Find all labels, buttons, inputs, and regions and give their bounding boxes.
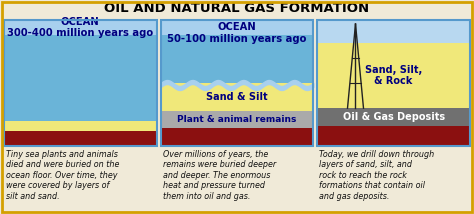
- Text: Today, we drill down through
layers of sand, silt, and
rock to reach the rock
fo: Today, we drill down through layers of s…: [319, 150, 435, 201]
- Text: Sand & Silt: Sand & Silt: [206, 92, 268, 102]
- Bar: [161, 35, 313, 83]
- Text: Tiny sea plants and animals
died and were buried on the
ocean floor. Over time, : Tiny sea plants and animals died and wer…: [6, 150, 119, 201]
- Bar: [317, 108, 470, 126]
- Bar: [161, 128, 313, 146]
- Bar: [4, 131, 157, 146]
- Bar: [4, 20, 157, 146]
- Bar: [161, 20, 313, 146]
- Text: Oil & Gas Deposits: Oil & Gas Deposits: [343, 112, 445, 122]
- Text: OIL AND NATURAL GAS FORMATION: OIL AND NATURAL GAS FORMATION: [104, 2, 370, 15]
- Bar: [317, 20, 470, 146]
- Bar: [4, 20, 157, 35]
- Bar: [317, 20, 470, 43]
- Bar: [4, 35, 157, 121]
- Text: Over millions of years, the
remains were buried deeper
and deeper. The enormous
: Over millions of years, the remains were…: [163, 150, 276, 201]
- Bar: [4, 121, 157, 131]
- Bar: [161, 20, 313, 35]
- Text: Sand, Silt,
& Rock: Sand, Silt, & Rock: [365, 65, 422, 86]
- Bar: [317, 126, 470, 146]
- Bar: [161, 111, 313, 128]
- Text: OCEAN
50-100 million years ago: OCEAN 50-100 million years ago: [167, 22, 307, 44]
- Bar: [317, 43, 470, 108]
- Text: OCEAN
300-400 million years ago: OCEAN 300-400 million years ago: [7, 17, 154, 38]
- Bar: [161, 83, 313, 111]
- Text: Plant & animal remains: Plant & animal remains: [177, 115, 297, 124]
